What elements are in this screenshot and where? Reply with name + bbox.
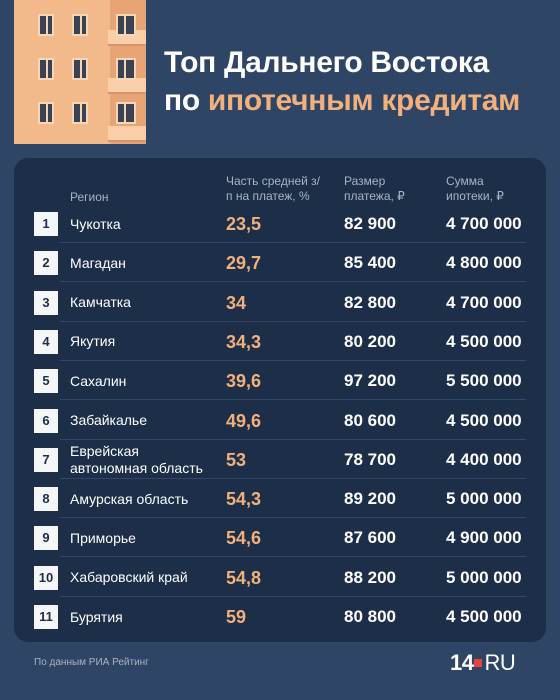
region-cell: Амурская область <box>70 490 189 507</box>
page-title: Топ Дальнего Востока по ипотечным кредит… <box>164 44 544 120</box>
region-cell: Якутия <box>70 333 116 350</box>
logo-number: 14 <box>450 650 474 675</box>
region-cell: Забайкалье <box>70 412 148 428</box>
column-header-payment: Размер платежа, ₽ <box>344 174 405 203</box>
mortgage-cell: 5 500 000 <box>446 371 522 391</box>
logo: 14 RU <box>450 650 516 676</box>
region-cell: Магадан <box>70 254 126 271</box>
table-row: 5 Сахалин 39,6 97 200 5 500 000 <box>34 362 526 401</box>
rank-badge: 6 <box>34 408 58 433</box>
rank-badge: 10 <box>34 565 58 590</box>
mortgage-cell: 4 500 000 <box>446 607 522 626</box>
row-divider <box>60 517 526 519</box>
region-cell: Сахалин <box>70 372 127 389</box>
payment-cell: 80 800 <box>344 607 396 626</box>
table-row: 8 Амурская область 54,3 89 200 5 000 000 <box>34 480 526 519</box>
title-line-2-prefix: по <box>164 84 208 117</box>
table-row: 11 Бурятия 59 80 800 4 500 000 <box>34 598 526 636</box>
title-line-1: Топ Дальнего Востока <box>164 46 489 79</box>
row-divider <box>60 242 526 243</box>
share-cell: 53 <box>226 449 247 470</box>
mortgage-cell: 4 700 000 <box>446 292 522 312</box>
share-cell: 34 <box>226 292 247 313</box>
mortgage-cell: 4 800 000 <box>446 253 522 273</box>
share-cell: 59 <box>226 607 247 627</box>
column-header-share: Часть средней з/п на платеж, % <box>226 174 321 203</box>
row-divider <box>60 399 526 401</box>
mortgage-cell: 5 000 000 <box>446 567 522 587</box>
payment-cell: 78 700 <box>344 449 396 469</box>
payment-cell: 97 200 <box>344 371 396 391</box>
payment-cell: 85 400 <box>344 253 396 273</box>
mortgage-cell: 4 900 000 <box>446 528 522 548</box>
row-divider <box>60 438 526 440</box>
rank-badge: 3 <box>34 290 58 315</box>
mortgage-cell: 4 500 000 <box>446 331 522 351</box>
row-divider <box>60 359 526 361</box>
rank-badge: 4 <box>34 329 58 354</box>
logo-ru: RU <box>484 650 516 675</box>
rank-badge: 7 <box>34 447 58 472</box>
share-cell: 39,6 <box>226 371 262 392</box>
share-cell: 54,8 <box>226 567 262 588</box>
rank-badge: 11 <box>34 605 58 629</box>
payment-cell: 87 600 <box>344 528 396 548</box>
row-divider <box>60 595 526 597</box>
share-cell: 23,5 <box>226 214 262 234</box>
logo-dot-icon <box>474 659 483 668</box>
share-cell: 54,6 <box>226 528 262 549</box>
table-row: 4 Якутия 34,3 80 200 4 500 000 <box>34 323 526 361</box>
rank-badge: 5 <box>34 369 58 394</box>
region-cell: Чукотка <box>70 215 121 232</box>
payment-cell: 82 900 <box>344 214 396 233</box>
table-row: 3 Камчатка 34 82 800 4 700 000 <box>34 284 526 322</box>
share-cell: 54,3 <box>226 489 262 510</box>
table-row: 10 Хабаровский край 54,8 88 200 5 000 000 <box>34 559 526 597</box>
share-cell: 29,7 <box>226 253 262 274</box>
mortgage-cell: 4 700 000 <box>446 214 522 233</box>
payment-cell: 89 200 <box>344 489 396 509</box>
column-header-mortgage: Сумма ипотеки, ₽ <box>446 174 504 203</box>
region-cell: Приморье <box>70 529 136 546</box>
mortgage-cell: 4 400 000 <box>446 449 522 469</box>
rank-badge: 2 <box>34 251 58 276</box>
source-note: По данным РИА Рейтинг <box>34 657 149 668</box>
rank-badge: 9 <box>34 526 58 551</box>
table-row: 7 Еврейская автономная область 53 78 700 4 4… <box>34 441 526 479</box>
row-divider <box>60 477 526 479</box>
table-row: 2 Магадан 29,7 85 400 4 800 000 <box>34 244 526 283</box>
region-cell: Бурятия <box>70 608 123 625</box>
table-row: 1 Чукотка 23,5 82 900 4 700 000 <box>34 205 526 243</box>
title-line-2-accent: ипотечным кредитам <box>207 84 521 117</box>
building-illustration <box>14 0 146 144</box>
column-header-region: Регион <box>70 190 109 204</box>
mortgage-cell: 4 500 000 <box>446 410 522 430</box>
region-cell: Еврейская автономная область <box>70 442 203 476</box>
region-cell: Хабаровский край <box>70 569 188 586</box>
row-divider <box>60 556 526 558</box>
share-cell: 34,3 <box>226 331 262 352</box>
payment-cell: 80 600 <box>344 410 396 430</box>
payment-cell: 88 200 <box>344 567 396 587</box>
share-cell: 49,6 <box>226 410 262 431</box>
table-row: 9 Приморье 54,6 87 600 4 900 000 <box>34 519 526 558</box>
rank-badge: 1 <box>34 212 58 236</box>
region-cell: Камчатка <box>70 294 131 311</box>
rank-badge: 8 <box>34 487 58 512</box>
mortgage-cell: 5 000 000 <box>446 489 522 509</box>
row-divider <box>60 281 526 283</box>
table-row: 6 Забайкалье 49,6 80 600 4 500 000 <box>34 402 526 440</box>
payment-cell: 80 200 <box>344 331 396 351</box>
payment-cell: 82 800 <box>344 292 396 312</box>
row-divider <box>60 320 526 322</box>
